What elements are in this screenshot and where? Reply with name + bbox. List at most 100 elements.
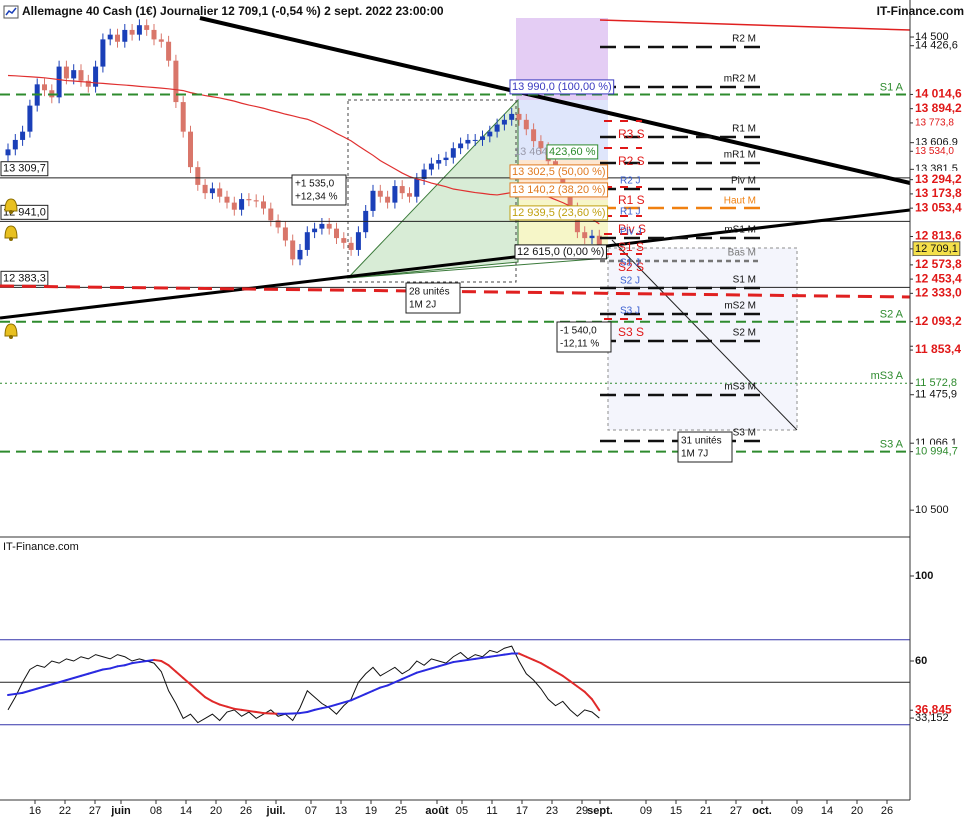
osc-d-segment [518,652,528,658]
x-tick-label: juil. [266,805,286,817]
osc-d-segment [342,699,353,704]
candle-body [436,160,442,164]
y-tick-label: 14 500 [915,31,949,43]
y-tick-label-box [913,116,957,130]
osc-d-segment [65,677,75,682]
pivot-label: mS2 M [724,301,756,312]
y-tick-label: 13 294,2 [915,172,962,186]
candle-body [239,199,245,210]
x-tick-label: 07 [305,805,317,817]
osc-d-segment [174,670,185,679]
pivot-label: Bas M [728,248,756,259]
candle-body [195,167,201,185]
candle-body [370,190,376,211]
osc-d-segment [226,705,236,710]
candle-body [407,193,412,197]
osc-d-segment [496,653,506,657]
candle-body [122,29,128,42]
red-line [599,19,911,31]
osc-d-segment [408,671,418,677]
x-tick-label: 23 [546,805,558,817]
trend-line [199,16,911,185]
level-name: S2 A [880,309,904,321]
osc-d-segment [182,677,192,686]
pivot-j-label: S1 J [620,258,640,269]
fib-label: 13 302,5 (50,00 %) [512,166,606,178]
chart-title: Allemagne 40 Cash (1€) Journalier 12 709… [22,4,444,18]
x-tick-label: 15 [670,805,682,817]
fib-label: 13 464 [514,146,548,158]
candle-body [282,227,288,241]
candle-body [421,169,427,179]
x-tick-label: 05 [456,805,468,817]
candle-body [319,223,325,229]
osc-d-segment [167,664,177,673]
osc-d-segment [204,696,214,703]
osc-d-segment [335,701,345,706]
x-tick-label: 26 [240,805,252,817]
y-tick-label: 12 813,6 [915,229,962,243]
x-tick-label: 19 [365,805,377,817]
osc-d-segment [196,689,207,699]
osc-d-segment [14,691,24,695]
measure-label: 1M 2J [409,300,436,311]
x-tick-label: 20 [210,805,222,817]
candle-body [582,232,588,239]
candle-body [12,139,18,150]
osc-tick-label-box [913,701,955,718]
pivot-s-label: S2 S [618,260,644,274]
x-tick-label: 21 [700,805,712,817]
osc-d-segment [72,674,82,679]
candle-body [231,202,237,210]
pivot-s-label: R2 S [618,154,645,168]
y-tick-label-box [913,312,965,329]
measure-label-box [677,431,733,463]
y-tick-label-box [912,241,961,257]
level-name: S1 A [880,81,904,93]
osc-d-segment [583,690,593,701]
osc-d-segment [211,700,221,706]
measure-label-box [405,282,461,314]
osc-d-segment [131,661,141,665]
candle-body [523,119,529,130]
y-tick-label: 12 573,8 [915,257,962,271]
candle-body [268,208,274,221]
osc-d-segment [503,652,513,656]
osc-d-segment [576,685,586,693]
osc-d-segment [80,672,90,677]
x-tick-label: juin [110,805,131,817]
candle-body [509,113,515,120]
osc-d-segment [218,703,228,708]
fib-label-box [509,79,615,95]
indicator-source: IT-Finance.com [3,541,79,553]
fib-label: 423,60 % [549,146,596,158]
candle-body [166,41,172,61]
candle-body [261,201,266,209]
pivot-label: mS1 M [724,225,756,236]
fib-label: 13 140,2 (38,20 %) [512,184,606,196]
measure-label: -12,11 % [560,339,599,350]
measure-label: +1 535,0 [295,179,335,190]
y-tick-label-box [913,284,965,301]
candle-body [63,66,69,79]
candle-body [202,184,208,194]
y-tick-label: 13 773,8 [915,118,954,129]
candle-body [253,200,259,202]
candle-body [209,188,215,194]
candle-body [100,39,106,67]
projection-line [611,239,798,431]
candle-body [348,242,354,250]
y-tick-label: 13 894,2 [915,101,962,115]
osc-d-segment [21,689,31,694]
osc-tick-label: 60 [915,655,927,667]
fib-label-box [514,244,607,260]
x-tick-label: 27 [89,805,101,817]
candle-body [589,235,595,239]
pivot-j-label: R1 J [620,207,641,218]
osc-tick-label: 33,152 [915,712,949,724]
x-tick-label: 14 [180,805,192,817]
osc-d-segment [386,681,396,687]
candle-body [567,190,573,209]
